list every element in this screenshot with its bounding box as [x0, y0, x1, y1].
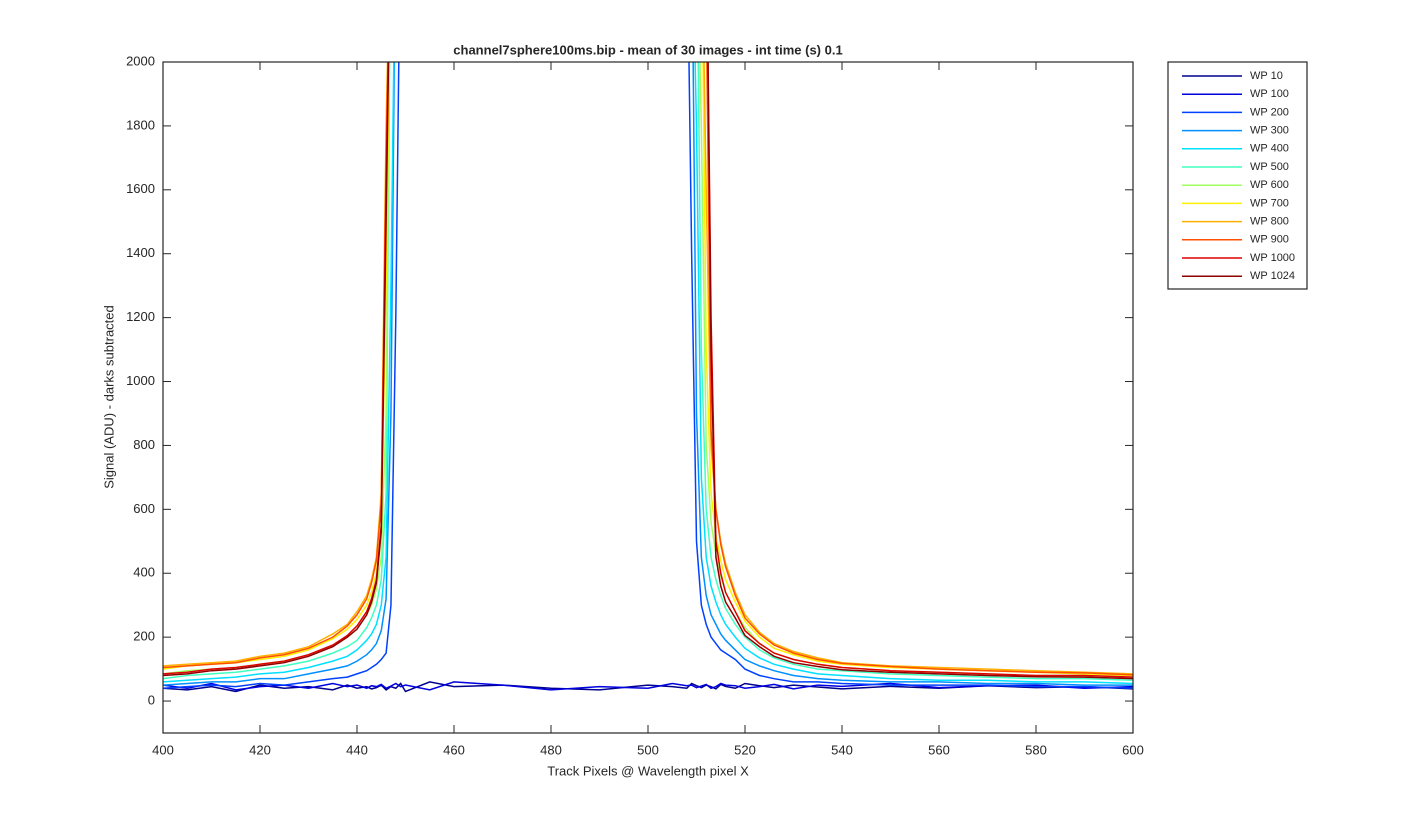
data-line [163, 62, 1133, 682]
y-tick-label: 0 [148, 692, 155, 707]
legend-label: WP 10 [1250, 70, 1283, 82]
data-line [163, 62, 1133, 675]
x-tick-label: 600 [1122, 742, 1144, 757]
x-tick-label: 520 [734, 742, 756, 757]
legend-box [1167, 61, 1308, 290]
data-line [163, 62, 1133, 690]
legend-label: WP 600 [1250, 179, 1289, 191]
legend-label: WP 200 [1250, 106, 1289, 118]
y-tick-label: 1800 [126, 117, 155, 132]
legend-label: WP 500 [1250, 161, 1289, 173]
legend-label: WP 800 [1250, 216, 1289, 228]
legend-label: WP 900 [1250, 234, 1289, 246]
y-tick-label: 800 [133, 437, 155, 452]
data-line [163, 62, 1133, 686]
x-tick-label: 560 [928, 742, 950, 757]
y-tick-label: 200 [133, 629, 155, 644]
x-tick-label: 400 [152, 742, 174, 757]
y-tick-label: 1000 [126, 373, 155, 388]
data-line [163, 62, 1133, 680]
x-tick-label: 460 [443, 742, 465, 757]
chart-title: channel7sphere100ms.bip - mean of 30 ima… [453, 42, 842, 57]
legend-label: WP 100 [1250, 88, 1289, 100]
legend-label: WP 1024 [1250, 270, 1295, 282]
y-tick-label: 1600 [126, 181, 155, 196]
data-line [163, 62, 1133, 685]
y-tick-label: 1400 [126, 245, 155, 260]
y-axis-label: Signal (ADU) - darks subtracted [101, 305, 116, 489]
plot-lines [163, 62, 1133, 693]
data-line [163, 62, 1133, 678]
legend-label: WP 1000 [1250, 252, 1295, 264]
x-tick-label: 500 [637, 742, 659, 757]
y-tick-label: 1200 [126, 309, 155, 324]
data-line [163, 62, 1133, 676]
x-axis-label: Track Pixels @ Wavelength pixel X [547, 763, 749, 778]
x-tick-label: 440 [346, 742, 368, 757]
x-tick-label: 540 [831, 742, 853, 757]
x-tick-label: 580 [1025, 742, 1047, 757]
x-tick-label: 420 [249, 742, 271, 757]
legend-label: WP 300 [1250, 125, 1289, 137]
y-tick-label: 2000 [126, 53, 155, 68]
data-line [163, 681, 1133, 691]
y-tick-label: 400 [133, 565, 155, 580]
legend-label: WP 700 [1250, 197, 1289, 209]
data-line [163, 62, 1133, 677]
y-tick-label: 600 [133, 501, 155, 516]
x-tick-label: 480 [540, 742, 562, 757]
legend-label: WP 400 [1250, 143, 1289, 155]
